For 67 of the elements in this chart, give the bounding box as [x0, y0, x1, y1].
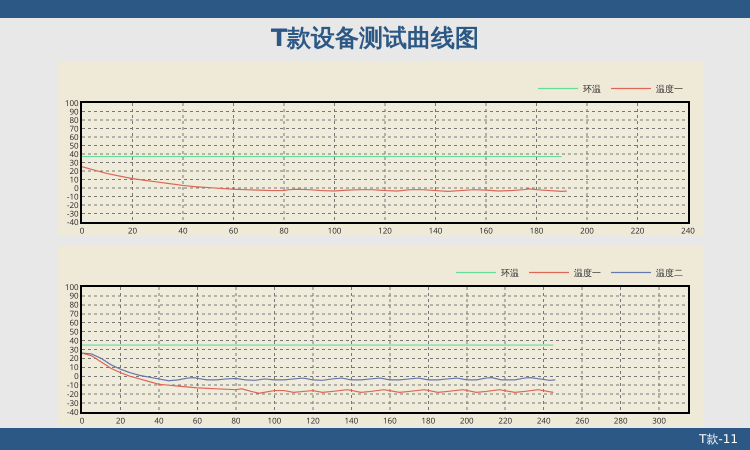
- legend-label: 环温: [501, 266, 519, 280]
- y-tick-label: 0: [74, 182, 80, 194]
- y-tick-label: 100: [64, 98, 80, 109]
- y-tick-label: -40: [66, 216, 80, 228]
- x-tick-label: 100: [328, 225, 342, 236]
- legend-label: 温度一: [574, 266, 601, 280]
- legend-label: 温度一: [656, 82, 683, 96]
- legend-label: 环温: [583, 82, 601, 96]
- x-tick-label: 40: [178, 225, 188, 236]
- y-tick-label: 10: [69, 362, 80, 374]
- x-tick-label: 40: [154, 415, 164, 426]
- y-tick-label: 20: [69, 166, 80, 177]
- y-tick-label: 50: [69, 140, 80, 152]
- y-tick-label: 0: [74, 371, 80, 382]
- line-series: [82, 352, 556, 382]
- x-tick-label: 140: [344, 415, 359, 426]
- line-series: [82, 166, 568, 192]
- x-tick-label: 240: [536, 415, 551, 426]
- x-tick-label: 220: [498, 415, 513, 426]
- x-tick-label: 120: [378, 225, 392, 236]
- y-tick-label: 60: [69, 318, 80, 329]
- line-series: [82, 352, 554, 394]
- y-tick-label: -30: [66, 398, 80, 409]
- chart-title: T款设备测试曲线图: [270, 23, 480, 54]
- x-tick-label: 220: [630, 225, 645, 236]
- y-tick-label: 90: [69, 290, 80, 302]
- y-tick-label: 90: [69, 106, 80, 118]
- x-tick-label: 280: [614, 415, 628, 426]
- y-tick-label: 70: [69, 308, 80, 320]
- y-tick-label: 10: [69, 174, 80, 186]
- y-tick-label: 70: [69, 123, 80, 134]
- x-tick-label: 240: [681, 225, 696, 236]
- x-tick-label: 200: [460, 415, 474, 426]
- x-tick-label: 260: [575, 415, 590, 426]
- y-tick-label: -40: [66, 406, 80, 418]
- x-tick-label: 200: [580, 225, 594, 236]
- legend-label: 温度二: [656, 266, 683, 280]
- y-tick-label: -20: [66, 200, 80, 211]
- y-tick-label: 80: [69, 114, 80, 126]
- x-tick-label: 60: [192, 415, 202, 426]
- x-tick-label: 20: [128, 225, 138, 236]
- y-tick-label: -10: [66, 191, 80, 202]
- text: T款-11: [699, 431, 738, 448]
- y-tick-label: -10: [66, 380, 80, 392]
- y-tick-label: 30: [69, 344, 80, 356]
- x-tick-label: 60: [228, 225, 238, 236]
- y-tick-label: 50: [69, 326, 80, 338]
- y-tick-label: -30: [66, 208, 80, 220]
- y-tick-label: -20: [66, 388, 80, 400]
- y-tick-label: 40: [69, 335, 80, 346]
- x-tick-label: 80: [231, 415, 241, 426]
- y-tick-label: 20: [69, 353, 80, 364]
- x-tick-label: 100: [268, 415, 282, 426]
- y-tick-label: 100: [64, 282, 80, 293]
- x-tick-label: 120: [306, 415, 320, 426]
- x-tick-label: 300: [652, 415, 666, 426]
- x-tick-label: 80: [279, 225, 289, 236]
- x-tick-label: 140: [428, 225, 443, 236]
- x-tick-label: 180: [421, 415, 436, 426]
- x-tick-label: 20: [116, 415, 126, 426]
- x-tick-label: 160: [479, 225, 494, 236]
- y-tick-label: 40: [69, 148, 80, 160]
- x-tick-label: 160: [382, 415, 398, 426]
- y-tick-label: 30: [69, 157, 80, 168]
- y-tick-label: 80: [69, 300, 80, 311]
- y-tick-label: 60: [69, 132, 80, 143]
- x-tick-label: 180: [530, 225, 544, 236]
